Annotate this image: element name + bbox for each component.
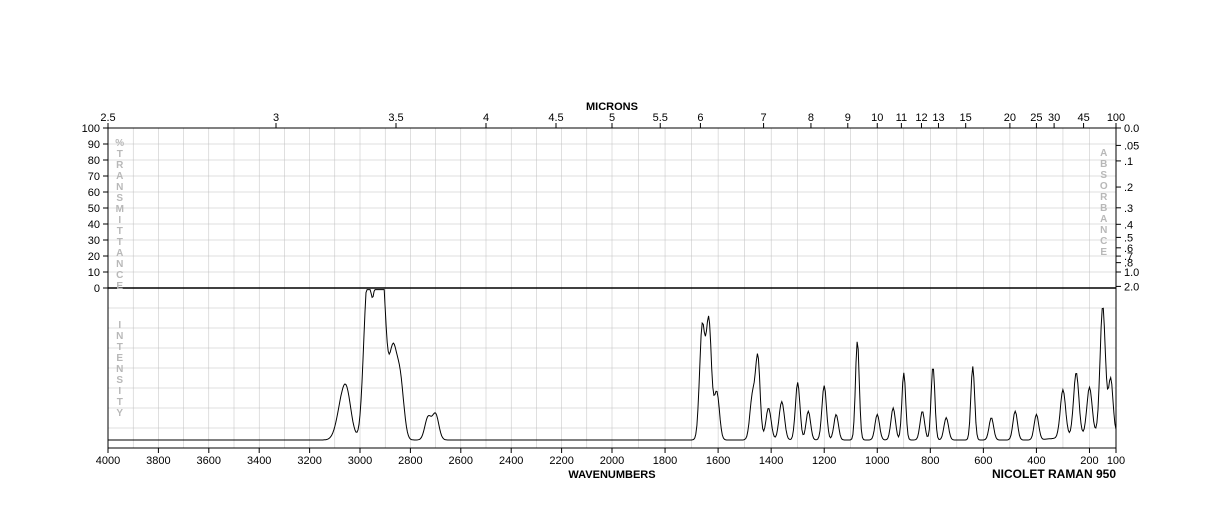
wavenumber-tick: 1200 bbox=[812, 455, 836, 467]
transmittance-label-char: T bbox=[117, 237, 124, 248]
absorbance-label-char: R bbox=[1100, 192, 1108, 203]
micron-tick: 7 bbox=[761, 112, 767, 124]
absorbance-label-char: E bbox=[1100, 247, 1107, 258]
absorbance-label-char: N bbox=[1100, 225, 1108, 236]
wavenumber-tick: 2200 bbox=[549, 455, 573, 467]
wavenumber-tick: 3200 bbox=[297, 455, 321, 467]
transmittance-label-char: R bbox=[116, 160, 124, 171]
micron-tick: 11 bbox=[896, 112, 907, 124]
transmittance-tick: 70 bbox=[88, 171, 100, 183]
intensity-label-char: N bbox=[116, 331, 124, 342]
transmittance-tick: 50 bbox=[88, 203, 100, 215]
wavenumber-tick: 100 bbox=[1107, 455, 1125, 467]
absorbance-label-char: B bbox=[1100, 203, 1108, 214]
transmittance-tick: 40 bbox=[88, 219, 100, 231]
micron-tick: 12 bbox=[915, 112, 927, 124]
absorbance-label-char: O bbox=[1100, 181, 1108, 192]
wavenumber-tick: 1400 bbox=[759, 455, 783, 467]
absorbance-tick: .4 bbox=[1124, 219, 1133, 231]
transmittance-label-char: S bbox=[116, 193, 123, 204]
transmittance-label-char: T bbox=[117, 149, 124, 160]
micron-tick: 4.5 bbox=[548, 112, 563, 124]
transmittance-tick: 60 bbox=[88, 187, 100, 199]
micron-tick: 13 bbox=[932, 112, 944, 124]
instrument-brand: NICOLET RAMAN 950 bbox=[992, 467, 1116, 481]
transmittance-tick: 10 bbox=[88, 267, 100, 279]
wavenumber-tick: 600 bbox=[974, 455, 992, 467]
absorbance-tick: 0.0 bbox=[1124, 123, 1139, 135]
wavenumber-tick: 3800 bbox=[146, 455, 170, 467]
bottom-axis-label: WAVENUMBERS bbox=[568, 469, 655, 481]
intensity-label-char: N bbox=[116, 364, 124, 375]
intensity-label-char: T bbox=[117, 342, 124, 353]
transmittance-label-char: M bbox=[116, 204, 125, 215]
absorbance-label-char: C bbox=[1100, 236, 1108, 247]
transmittance-label-char: % bbox=[115, 138, 124, 149]
micron-tick: 30 bbox=[1048, 112, 1060, 124]
wavenumber-tick: 800 bbox=[921, 455, 939, 467]
micron-tick: 20 bbox=[1004, 112, 1016, 124]
wavenumber-tick: 2400 bbox=[499, 455, 523, 467]
absorbance-tick: .3 bbox=[1124, 203, 1133, 215]
intensity-label-char: S bbox=[116, 375, 123, 386]
absorbance-label-char: A bbox=[1100, 214, 1108, 225]
wavenumber-tick: 3600 bbox=[197, 455, 221, 467]
micron-tick: 5 bbox=[609, 112, 615, 124]
micron-tick: 2.5 bbox=[100, 112, 115, 124]
micron-tick: 3 bbox=[273, 112, 279, 124]
wavenumber-tick: 2800 bbox=[398, 455, 422, 467]
transmittance-label-char: N bbox=[116, 259, 124, 270]
absorbance-label-char: A bbox=[1100, 148, 1108, 159]
transmittance-label-char: N bbox=[116, 182, 124, 193]
micron-tick: 15 bbox=[960, 112, 972, 124]
micron-tick: 100 bbox=[1107, 112, 1125, 124]
transmittance-tick: 30 bbox=[88, 235, 100, 247]
wavenumber-tick: 400 bbox=[1027, 455, 1045, 467]
absorbance-label-char: S bbox=[1100, 170, 1107, 181]
transmittance-label-char: T bbox=[117, 226, 124, 237]
micron-tick: 3.5 bbox=[388, 112, 403, 124]
wavenumber-tick: 1000 bbox=[865, 455, 889, 467]
transmittance-tick: 90 bbox=[88, 139, 100, 151]
micron-tick: 8 bbox=[808, 112, 814, 124]
transmittance-label-char: A bbox=[116, 171, 124, 182]
spectrum-svg: MICRONS2.533.544.555.5678910111213152025… bbox=[0, 0, 1224, 528]
micron-tick: 10 bbox=[871, 112, 883, 124]
wavenumber-tick: 200 bbox=[1080, 455, 1098, 467]
absorbance-tick: 2.0 bbox=[1124, 281, 1139, 293]
transmittance-label-char: C bbox=[116, 270, 124, 281]
absorbance-tick: .05 bbox=[1124, 140, 1139, 152]
transmittance-tick: 20 bbox=[88, 251, 100, 263]
wavenumber-tick: 1600 bbox=[706, 455, 730, 467]
micron-tick: 45 bbox=[1077, 112, 1089, 124]
wavenumber-tick: 2600 bbox=[449, 455, 473, 467]
wavenumber-tick: 3000 bbox=[348, 455, 372, 467]
micron-tick: 4 bbox=[483, 112, 489, 124]
absorbance-tick: 1.0 bbox=[1124, 267, 1139, 279]
wavenumber-tick: 2000 bbox=[600, 455, 624, 467]
absorbance-label-char: B bbox=[1100, 159, 1108, 170]
transmittance-tick: 100 bbox=[82, 123, 100, 135]
intensity-label-char: I bbox=[118, 320, 121, 331]
wavenumber-tick: 1800 bbox=[653, 455, 677, 467]
micron-tick: 25 bbox=[1030, 112, 1042, 124]
absorbance-tick: .2 bbox=[1124, 182, 1133, 194]
wavenumber-tick: 4000 bbox=[96, 455, 120, 467]
wavenumber-tick: 3400 bbox=[247, 455, 271, 467]
micron-tick: 9 bbox=[845, 112, 851, 124]
intensity-label-char: I bbox=[118, 386, 121, 397]
transmittance-tick: 0 bbox=[94, 283, 100, 295]
micron-tick: 5.5 bbox=[653, 112, 668, 124]
absorbance-tick: .1 bbox=[1124, 156, 1133, 168]
intensity-label-char: Y bbox=[116, 408, 123, 419]
spectrum-chart-container: { "chart": { "type": "line-spectrum", "w… bbox=[0, 0, 1224, 528]
transmittance-tick: 80 bbox=[88, 155, 100, 167]
micron-tick: 6 bbox=[697, 112, 703, 124]
transmittance-label-char: E bbox=[116, 281, 123, 292]
intensity-label-char: E bbox=[116, 353, 123, 364]
transmittance-label-char: I bbox=[118, 215, 121, 226]
intensity-label-char: T bbox=[117, 397, 124, 408]
transmittance-label-char: A bbox=[116, 248, 124, 259]
